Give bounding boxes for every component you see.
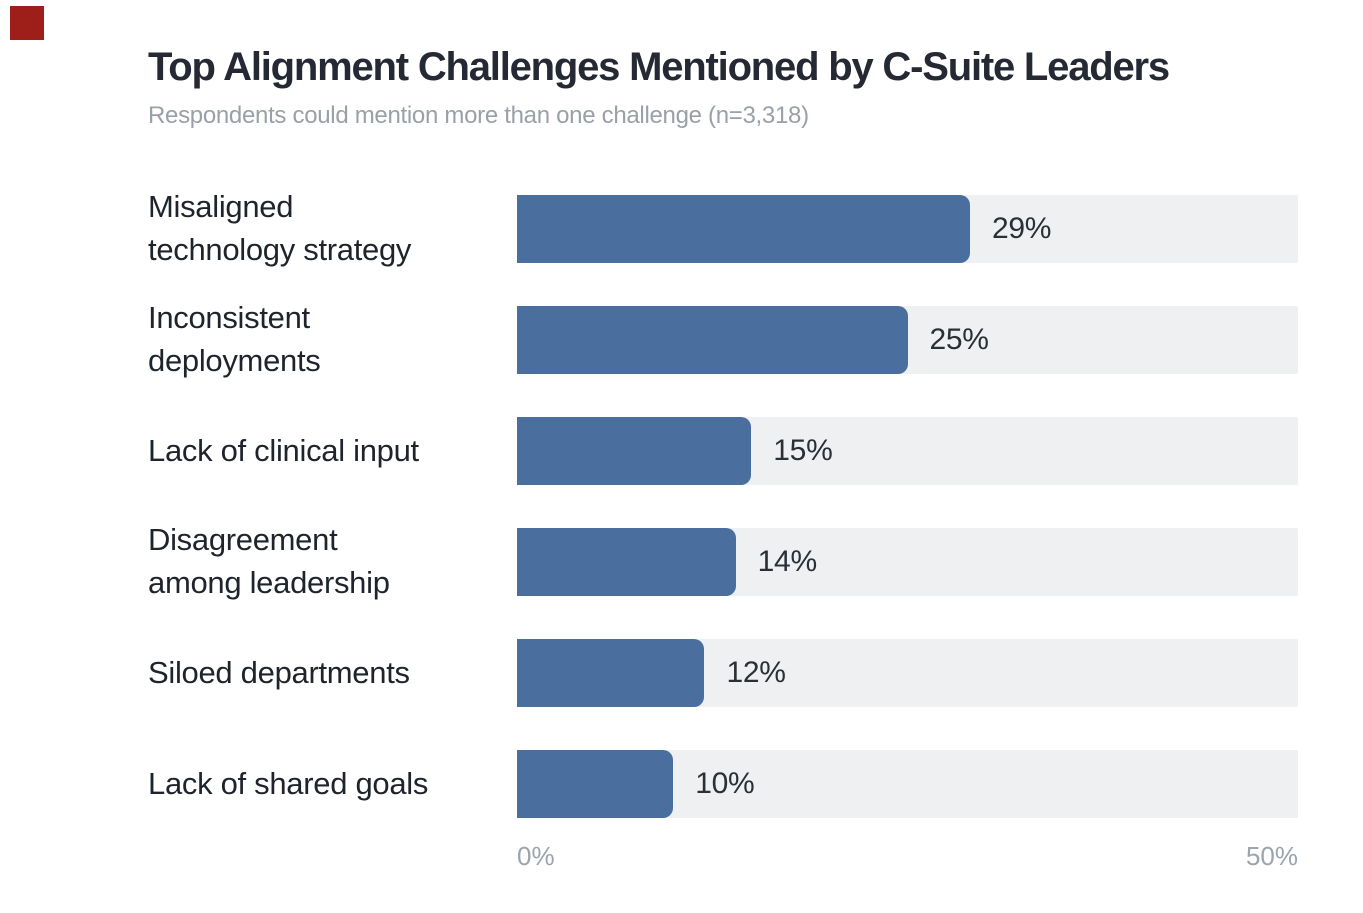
bar-track: 12% <box>517 639 1298 707</box>
x-tick-max: 50% <box>1245 841 1298 871</box>
bar-track: 10% <box>517 750 1298 818</box>
category-label: Lack of shared goals <box>148 765 429 801</box>
bar-track: 25% <box>517 306 1298 374</box>
chart-title: Top Alignment Challenges Mentioned by C-… <box>148 45 1170 89</box>
red-marker-square <box>10 6 44 40</box>
value-label: 29% <box>991 212 1052 245</box>
bar-track: 29% <box>517 195 1298 263</box>
category-label: Disagreement among leadership <box>148 522 390 600</box>
value-label: 25% <box>929 323 989 356</box>
value-label: 14% <box>757 545 817 578</box>
bar-row: Lack of clinical input 15% <box>148 417 1298 485</box>
bar-row: Inconsistent deployments 25% <box>148 300 1298 378</box>
bar <box>517 195 970 263</box>
bar <box>517 528 736 596</box>
x-axis: 0% 50% <box>517 841 1298 872</box>
bar-row: Misaligned technology strategy 29% <box>148 189 1298 267</box>
x-tick-min: 0% <box>517 841 555 871</box>
bar-row: Disagreement among leadership 14% <box>148 522 1298 600</box>
bar-track: 15% <box>517 417 1298 485</box>
bar-row: Siloed departments 12% <box>148 639 1298 707</box>
bar-chart-plot-area: Misaligned technology strategy 29% Incon… <box>148 189 1298 818</box>
bar <box>517 750 674 818</box>
chart-header: Top Alignment Challenges Mentioned by C-… <box>148 44 1323 130</box>
bar <box>517 306 908 374</box>
value-label: 12% <box>726 656 786 689</box>
bar-track: 14% <box>517 528 1298 596</box>
bar-row: Lack of shared goals 10% <box>148 750 1298 818</box>
category-label: Siloed departments <box>148 654 410 690</box>
bar <box>517 639 705 707</box>
value-label: 10% <box>695 767 755 800</box>
category-label: Inconsistent deployments <box>148 300 321 378</box>
category-label: Misaligned technology strategy <box>148 189 412 267</box>
bar <box>517 417 752 485</box>
chart-subtitle: Respondents could mention more than one … <box>148 102 809 129</box>
category-label: Lack of clinical input <box>148 432 419 468</box>
value-label: 15% <box>773 434 833 467</box>
